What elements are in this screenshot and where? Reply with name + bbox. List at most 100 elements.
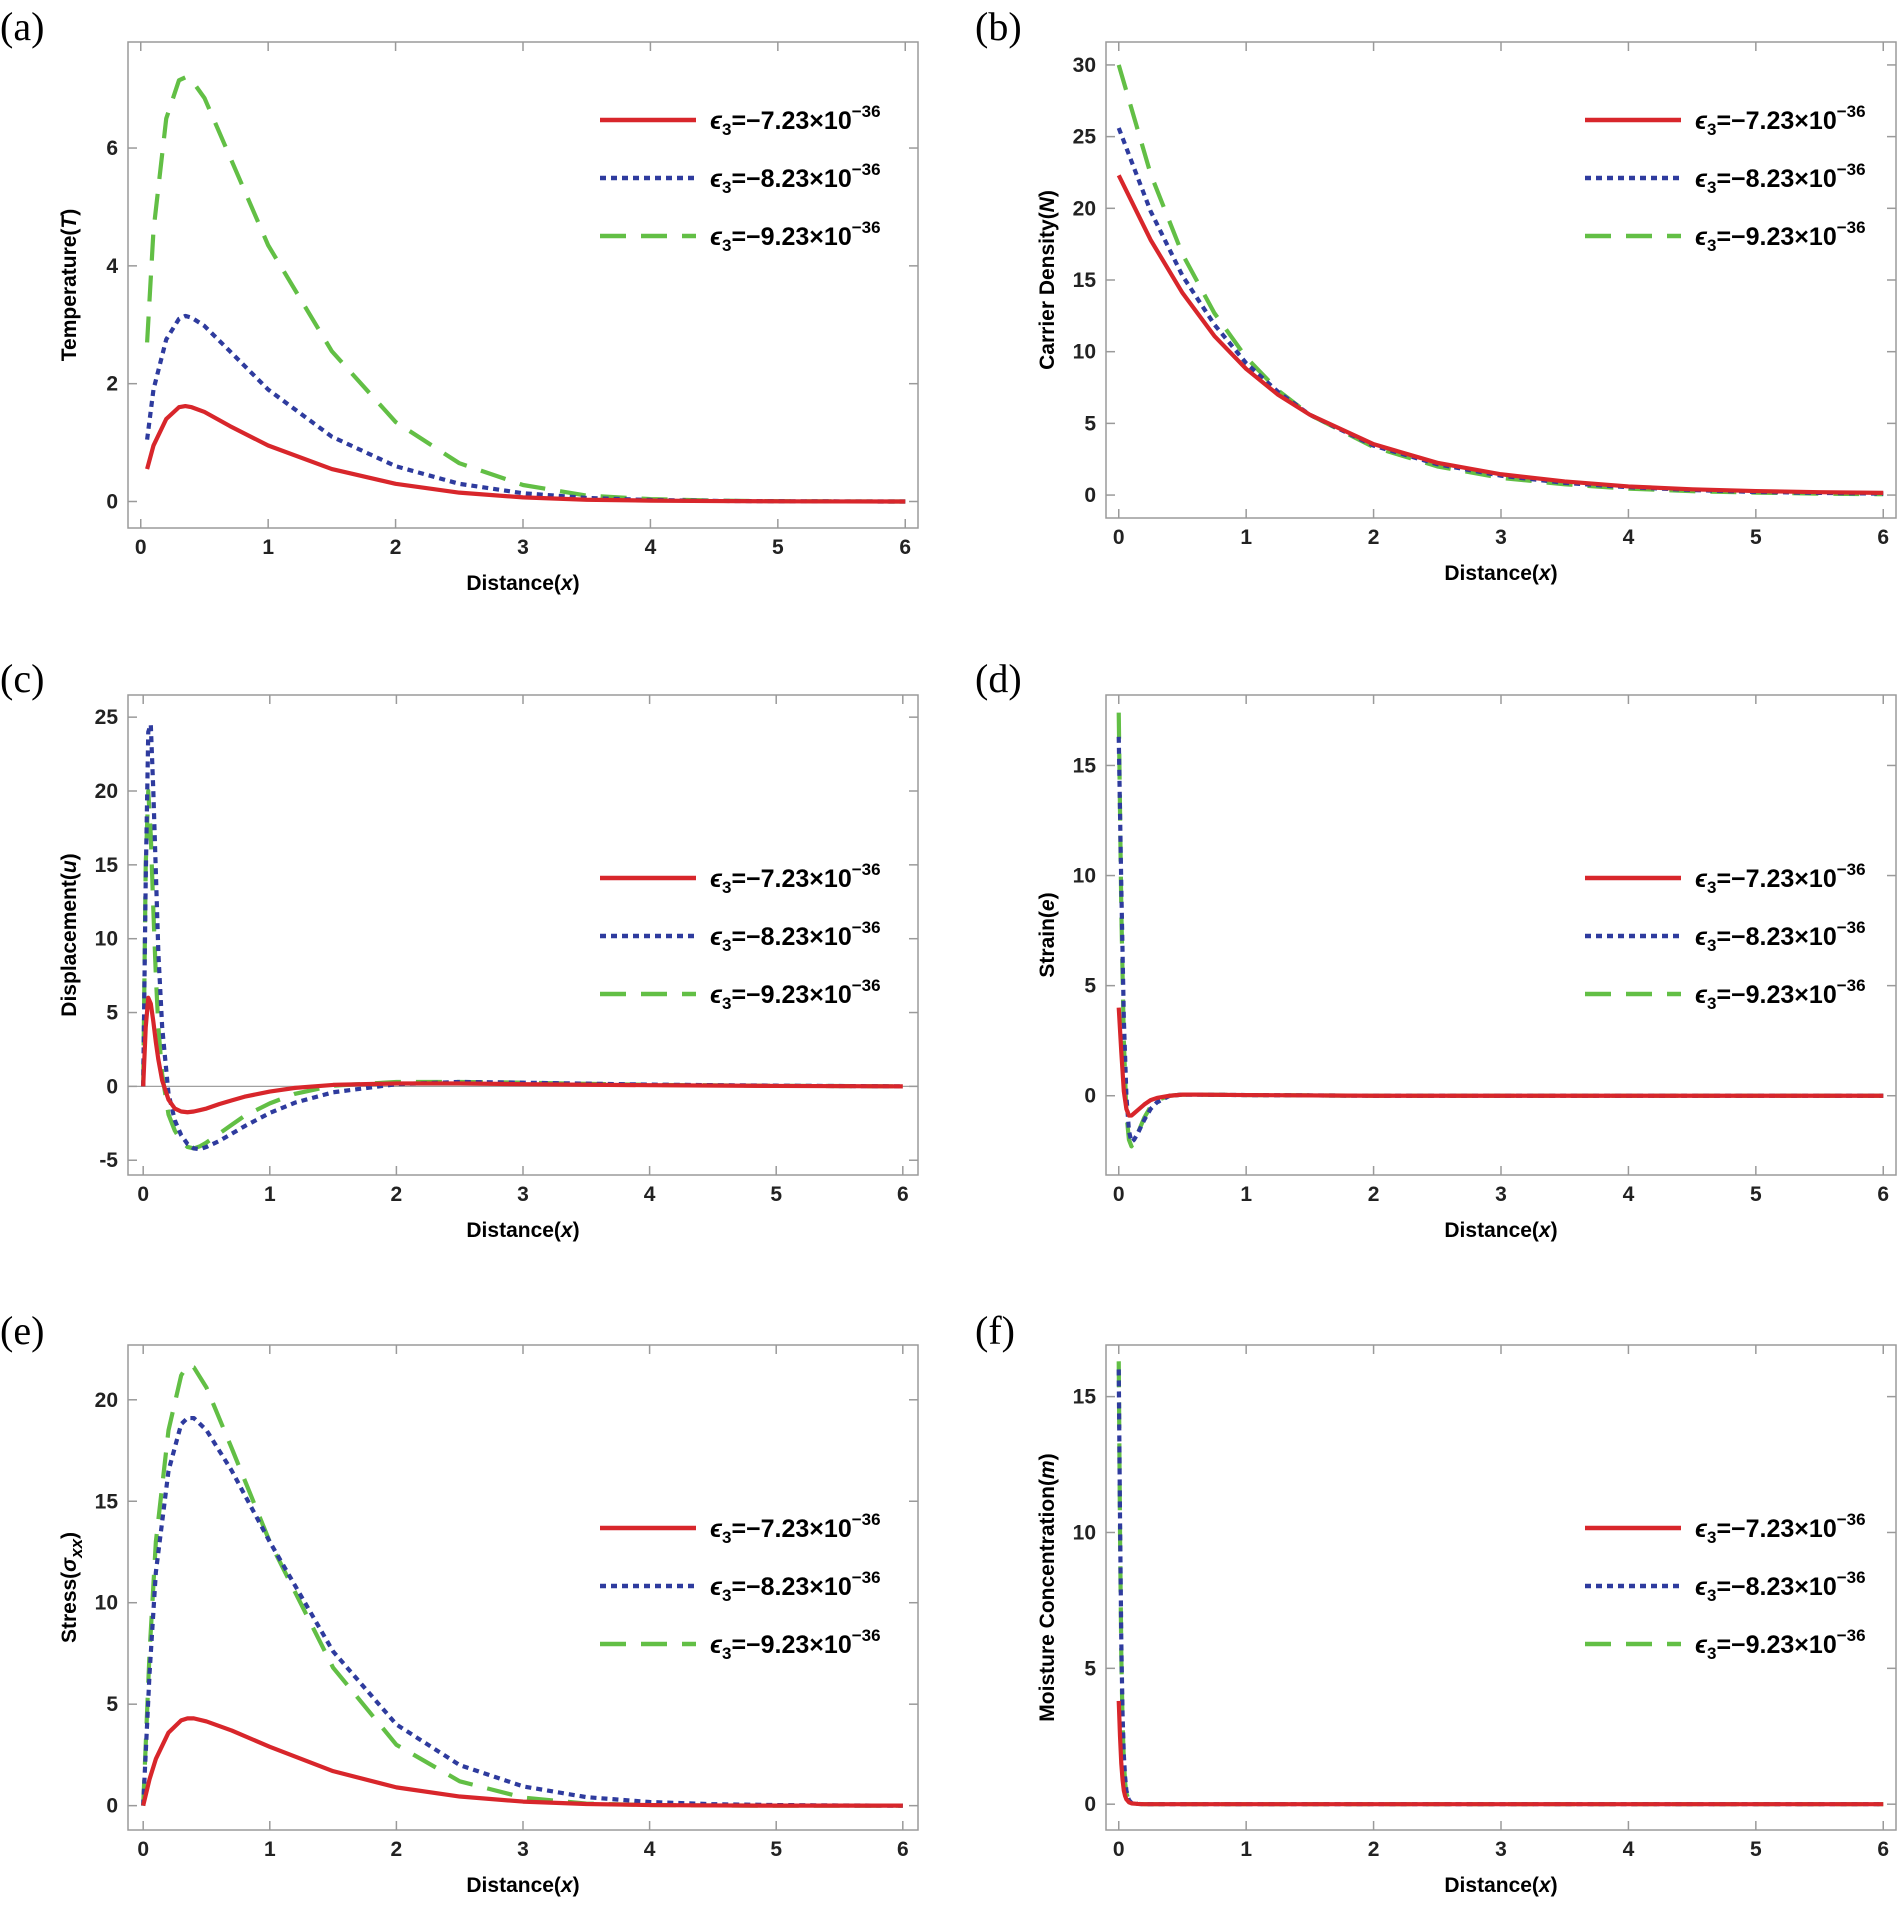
y-tick-label: 15 [95, 854, 119, 877]
y-axis-title: Stress(σxx) [58, 1532, 86, 1643]
legend-label-1: ϵ3=−7.23×10−36 [710, 102, 881, 139]
legend-label-1: ϵ3=−7.23×10−36 [710, 860, 881, 897]
x-tick-label: 0 [1113, 1838, 1125, 1861]
panel-label: (f) [975, 1308, 1015, 1353]
panel-label: (e) [0, 1308, 44, 1353]
x-tick-label: 3 [517, 1183, 529, 1206]
x-tick-label: 4 [1623, 1838, 1635, 1861]
y-tick-label: 5 [106, 1693, 118, 1716]
x-tick-label: 3 [1495, 1183, 1507, 1206]
panel-label: (c) [0, 656, 44, 701]
series-line-2 [141, 1415, 903, 1808]
x-tick-label: 6 [1877, 526, 1889, 549]
series-line-3 [145, 75, 906, 504]
y-tick-label: 10 [95, 1592, 118, 1615]
panel-a: (a) 0 1 2 3 4 5 6 0 2 4 6 Distance(x) Temperature(T) ϵ… [0, 4, 919, 595]
x-tick-label: 2 [390, 536, 402, 559]
panel-label: (d) [975, 656, 1022, 701]
series-line-1 [1116, 1700, 1884, 1807]
legend-label-3: ϵ3=−9.23×10−36 [710, 976, 881, 1013]
y-tick-label: 15 [1073, 754, 1097, 777]
x-tick-label: 2 [1368, 526, 1380, 549]
x-tick-label: 0 [137, 1838, 149, 1861]
x-tick-label: 4 [1623, 526, 1635, 549]
legend: ϵ3=−7.23×10−36 ϵ3=−8.23×10−36 ϵ3=−9.23×10−… [600, 860, 881, 1013]
legend-label-2: ϵ3=−8.23×10−36 [710, 1568, 881, 1605]
panel-d: (d) 0 1 2 3 4 5 6 0 5 10 15 Distance(x) Strain(e) ϵ3=−… [975, 656, 1897, 1242]
y-tick-label: 0 [1084, 1085, 1096, 1108]
x-axis-title: Distance(x) [466, 1219, 579, 1242]
y-tick-label: 5 [106, 1002, 118, 1025]
x-tick-label: 3 [1495, 526, 1507, 549]
y-axis-title: Temperature(T) [58, 209, 81, 361]
x-tick-label: 0 [135, 536, 147, 559]
series-line-1 [145, 403, 906, 504]
x-tick-label: 1 [1240, 1183, 1252, 1206]
y-tick-label: 20 [1073, 197, 1096, 220]
y-tick-label: 2 [106, 373, 118, 396]
legend-label-3: ϵ3=−9.23×10−36 [1695, 1626, 1866, 1663]
legend-label-3: ϵ3=−9.23×10−36 [1695, 218, 1866, 255]
x-axis-title: Distance(x) [1444, 562, 1557, 585]
x-tick-label: 2 [1368, 1838, 1380, 1861]
legend: ϵ3=−7.23×10−36 ϵ3=−8.23×10−36 ϵ3=−9.23×10−… [600, 102, 881, 255]
x-tick-label: 3 [1495, 1838, 1507, 1861]
y-tick-label: 5 [1084, 975, 1096, 998]
legend-label-2: ϵ3=−8.23×10−36 [1695, 160, 1866, 197]
x-tick-label: 4 [1623, 1183, 1635, 1206]
x-tick-label: 5 [1750, 526, 1762, 549]
legend-label-1: ϵ3=−7.23×10−36 [1695, 860, 1866, 897]
x-tick-label: 2 [391, 1838, 403, 1861]
legend-label-1: ϵ3=−7.23×10−36 [710, 1510, 881, 1547]
legend: ϵ3=−7.23×10−36 ϵ3=−8.23×10−36 ϵ3=−9.23×10−… [600, 1510, 881, 1663]
x-axis-title: Distance(x) [1444, 1219, 1557, 1242]
panel-label: (b) [975, 4, 1022, 49]
y-tick-label: 0 [1084, 484, 1096, 507]
y-tick-label: 15 [1073, 269, 1097, 292]
series-line-1 [141, 995, 903, 1115]
x-tick-label: 5 [1750, 1183, 1762, 1206]
legend-label-1: ϵ3=−7.23×10−36 [1695, 1510, 1866, 1547]
legend: ϵ3=−7.23×10−36 ϵ3=−8.23×10−36 ϵ3=−9.23×10−… [1585, 102, 1866, 255]
x-tick-label: 1 [262, 536, 274, 559]
y-axis-title: Moisture Concentration(m) [1036, 1453, 1059, 1721]
legend-label-2: ϵ3=−8.23×10−36 [1695, 1568, 1866, 1605]
panel-label: (a) [0, 4, 44, 49]
x-tick-label: 6 [1877, 1183, 1889, 1206]
y-tick-label: 5 [1084, 412, 1096, 435]
x-tick-label: 4 [644, 1838, 656, 1861]
series-line-1 [1116, 174, 1884, 496]
series-line-2 [145, 313, 906, 504]
x-axis-title: Distance(x) [466, 1874, 579, 1897]
panel-f: (f) 0 1 2 3 4 5 6 0 5 10 15 Distance(x) Moisture Conc… [975, 1308, 1897, 1897]
series-line-1 [1116, 1007, 1884, 1118]
legend-label-2: ϵ3=−8.23×10−36 [710, 160, 881, 197]
panel-c: (c) 0 1 2 3 4 5 6 -5 0 5 10 15 20 25 Distance(x) Displac… [0, 656, 919, 1242]
x-tick-label: 2 [1368, 1183, 1380, 1206]
y-tick-label: 30 [1073, 54, 1096, 77]
y-tick-label: 0 [1084, 1793, 1096, 1816]
y-axis-title: Strain(e) [1036, 892, 1059, 977]
x-tick-label: 6 [897, 1183, 909, 1206]
y-tick-label: 20 [95, 1389, 118, 1412]
x-tick-label: 0 [1113, 526, 1125, 549]
x-tick-label: 5 [772, 536, 784, 559]
x-tick-label: 5 [770, 1183, 782, 1206]
y-tick-label: 10 [1073, 865, 1096, 888]
y-tick-label: 4 [106, 255, 118, 278]
x-axis-title: Distance(x) [1444, 1874, 1557, 1897]
y-tick-label: 10 [95, 928, 118, 951]
legend-label-2: ϵ3=−8.23×10−36 [710, 918, 881, 955]
x-tick-label: 4 [644, 1183, 656, 1206]
x-tick-label: 0 [1113, 1183, 1125, 1206]
series-line-1 [141, 1716, 903, 1808]
x-tick-label: 0 [137, 1183, 149, 1206]
x-tick-label: 1 [1240, 526, 1252, 549]
legend-label-1: ϵ3=−7.23×10−36 [1695, 102, 1866, 139]
y-axis-title: Displacement(u) [58, 853, 81, 1016]
x-tick-label: 6 [897, 1838, 909, 1861]
x-tick-label: 3 [517, 1838, 529, 1861]
x-tick-label: 6 [1877, 1838, 1889, 1861]
y-tick-label: 10 [1073, 341, 1096, 364]
